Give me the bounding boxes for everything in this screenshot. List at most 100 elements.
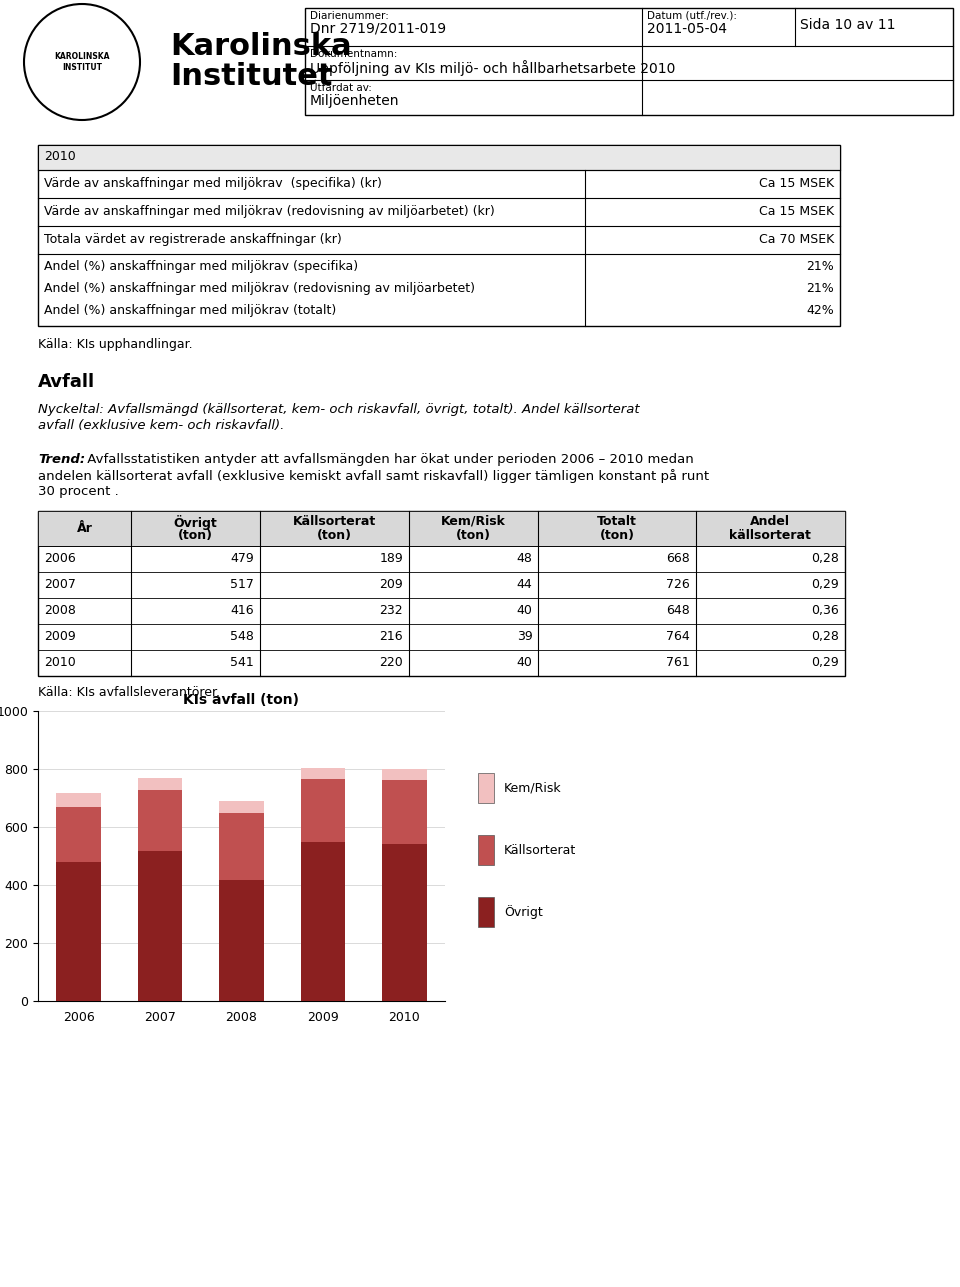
Bar bbox=[219, 802, 264, 813]
Text: 2011-05-04: 2011-05-04 bbox=[647, 22, 727, 36]
Text: 0,28: 0,28 bbox=[811, 631, 839, 644]
Text: 40: 40 bbox=[516, 604, 533, 616]
Text: Ca 15 MSEK: Ca 15 MSEK bbox=[758, 205, 834, 218]
Text: 648: 648 bbox=[666, 604, 689, 616]
Text: Totalt: Totalt bbox=[597, 515, 637, 528]
Text: Ca 15 MSEK: Ca 15 MSEK bbox=[758, 178, 834, 190]
Bar bbox=[300, 842, 346, 1001]
Text: 0,36: 0,36 bbox=[811, 604, 839, 616]
Text: Andel (%) anskaffningar med miljökrav (totalt): Andel (%) anskaffningar med miljökrav (t… bbox=[44, 304, 336, 317]
Text: 48: 48 bbox=[516, 552, 533, 565]
Text: Avfall: Avfall bbox=[38, 373, 95, 391]
Text: 209: 209 bbox=[379, 578, 403, 591]
Bar bbox=[57, 807, 101, 862]
Text: 2009: 2009 bbox=[44, 631, 76, 644]
Text: 0,28: 0,28 bbox=[811, 552, 839, 565]
Bar bbox=[57, 793, 101, 807]
Text: (ton): (ton) bbox=[178, 529, 213, 542]
Text: 40: 40 bbox=[516, 656, 533, 669]
Bar bbox=[478, 835, 494, 865]
Text: Värde av anskaffningar med miljökrav (redovisning av miljöarbetet) (kr): Värde av anskaffningar med miljökrav (re… bbox=[44, 205, 494, 218]
Text: Nyckeltal: Avfallsmängd (källsorterat, kem- och riskavfall, övrigt, totalt). And: Nyckeltal: Avfallsmängd (källsorterat, k… bbox=[38, 403, 639, 416]
Text: 2010: 2010 bbox=[44, 656, 76, 669]
Text: 479: 479 bbox=[230, 552, 254, 565]
Text: 2010: 2010 bbox=[44, 151, 76, 163]
Text: (ton): (ton) bbox=[317, 529, 352, 542]
Bar bbox=[219, 813, 264, 880]
Text: KAROLINSKA
INSTITUT: KAROLINSKA INSTITUT bbox=[55, 53, 109, 72]
Bar bbox=[478, 897, 494, 928]
Text: 216: 216 bbox=[379, 631, 403, 644]
Text: Kem/Risk: Kem/Risk bbox=[504, 781, 562, 794]
Text: Utfärdat av:: Utfärdat av: bbox=[310, 82, 372, 93]
Text: Ca 70 MSEK: Ca 70 MSEK bbox=[758, 233, 834, 246]
Text: Uppföljning av KIs miljö- och hållbarhetsarbete 2010: Uppföljning av KIs miljö- och hållbarhet… bbox=[310, 60, 676, 76]
Text: Datum (utf./rev.):: Datum (utf./rev.): bbox=[647, 12, 737, 21]
Bar bbox=[382, 768, 426, 780]
Text: Institutet: Institutet bbox=[170, 62, 332, 91]
Text: källsorterat: källsorterat bbox=[730, 529, 811, 542]
Text: 2006: 2006 bbox=[44, 552, 76, 565]
Bar bbox=[382, 844, 426, 1001]
Bar bbox=[219, 880, 264, 1001]
Text: 416: 416 bbox=[230, 604, 254, 616]
Text: Andel: Andel bbox=[751, 515, 790, 528]
Text: Källa: KIs upphandlingar.: Källa: KIs upphandlingar. bbox=[38, 338, 193, 351]
Text: 30 procent .: 30 procent . bbox=[38, 485, 119, 498]
Bar bbox=[300, 768, 346, 780]
Text: Dokumentnamn:: Dokumentnamn: bbox=[310, 49, 397, 59]
Text: Övrigt: Övrigt bbox=[174, 515, 217, 530]
Text: 21%: 21% bbox=[806, 282, 834, 295]
Text: (ton): (ton) bbox=[600, 529, 635, 542]
Text: Källsorterat: Källsorterat bbox=[293, 515, 376, 528]
Text: 0,29: 0,29 bbox=[811, 578, 839, 591]
Text: Andel (%) anskaffningar med miljökrav (redovisning av miljöarbetet): Andel (%) anskaffningar med miljökrav (r… bbox=[44, 282, 475, 295]
Text: 517: 517 bbox=[230, 578, 254, 591]
Bar bbox=[38, 145, 840, 170]
Text: 39: 39 bbox=[516, 631, 533, 644]
Bar bbox=[137, 790, 182, 851]
Bar bbox=[38, 511, 845, 676]
Text: Källsorterat: Källsorterat bbox=[504, 843, 576, 857]
Text: Avfallsstatistiken antyder att avfallsmängden har ökat under perioden 2006 – 201: Avfallsstatistiken antyder att avfallsmä… bbox=[83, 453, 694, 466]
Text: Värde av anskaffningar med miljökrav  (specifika) (kr): Värde av anskaffningar med miljökrav (sp… bbox=[44, 178, 382, 190]
Text: 232: 232 bbox=[379, 604, 403, 616]
Text: 761: 761 bbox=[666, 656, 689, 669]
Text: avfall (exklusive kem- och riskavfall).: avfall (exklusive kem- och riskavfall). bbox=[38, 420, 284, 432]
Bar bbox=[305, 8, 953, 115]
Bar bbox=[57, 862, 101, 1001]
Bar bbox=[137, 777, 182, 790]
Text: (ton): (ton) bbox=[456, 529, 492, 542]
Bar bbox=[478, 772, 494, 803]
Text: 2008: 2008 bbox=[44, 604, 76, 616]
Text: andelen källsorterat avfall (exklusive kemiskt avfall samt riskavfall) ligger tä: andelen källsorterat avfall (exklusive k… bbox=[38, 468, 709, 483]
Text: 0,29: 0,29 bbox=[811, 656, 839, 669]
Text: 21%: 21% bbox=[806, 260, 834, 273]
Bar bbox=[38, 145, 840, 326]
Text: 2007: 2007 bbox=[44, 578, 76, 591]
Text: Karolinska: Karolinska bbox=[170, 32, 351, 60]
Text: År: År bbox=[77, 523, 92, 535]
Text: 726: 726 bbox=[666, 578, 689, 591]
Text: Dnr 2719/2011-019: Dnr 2719/2011-019 bbox=[310, 22, 446, 36]
Text: 189: 189 bbox=[379, 552, 403, 565]
Text: Sida 10 av 11: Sida 10 av 11 bbox=[800, 18, 896, 32]
Title: KIs avfall (ton): KIs avfall (ton) bbox=[183, 694, 300, 707]
Text: 220: 220 bbox=[379, 656, 403, 669]
Bar bbox=[382, 780, 426, 844]
Text: Övrigt: Övrigt bbox=[504, 905, 542, 919]
Text: 668: 668 bbox=[666, 552, 689, 565]
Bar bbox=[137, 851, 182, 1001]
Bar bbox=[300, 780, 346, 842]
Text: 548: 548 bbox=[230, 631, 254, 644]
Text: Totala värdet av registrerade anskaffningar (kr): Totala värdet av registrerade anskaffnin… bbox=[44, 233, 342, 246]
Text: 764: 764 bbox=[666, 631, 689, 644]
Text: 44: 44 bbox=[516, 578, 533, 591]
Text: Källa: KIs avfallsleverantörer.: Källa: KIs avfallsleverantörer. bbox=[38, 686, 220, 699]
Bar bbox=[38, 511, 845, 546]
Text: Miljöenheten: Miljöenheten bbox=[310, 94, 399, 108]
Text: Andel (%) anskaffningar med miljökrav (specifika): Andel (%) anskaffningar med miljökrav (s… bbox=[44, 260, 358, 273]
Text: Kem/Risk: Kem/Risk bbox=[442, 515, 506, 528]
Text: Diarienummer:: Diarienummer: bbox=[310, 12, 389, 21]
Text: 541: 541 bbox=[230, 656, 254, 669]
